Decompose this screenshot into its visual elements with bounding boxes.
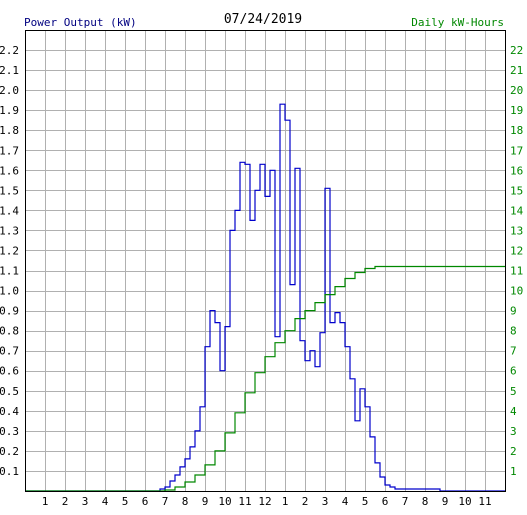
y-left-tick-label: 2.1	[0, 64, 19, 77]
y-right-tick-label: 19	[510, 104, 523, 117]
y-right-tick-label: 17	[510, 144, 523, 157]
y-left-tick-label: 2.0	[0, 84, 19, 97]
x-tick-label: 7	[162, 495, 169, 508]
y-left-tick-label: 0.5	[0, 385, 19, 398]
x-tick-label: 11	[238, 495, 251, 508]
y-right-tick-label: 21	[510, 64, 523, 77]
y-left-tick-label: 1.7	[0, 144, 19, 157]
x-tick-label: 3	[82, 495, 89, 508]
x-tick-label: 2	[62, 495, 69, 508]
x-tick-label: 3	[322, 495, 329, 508]
x-tick-label: 12	[258, 495, 271, 508]
y-right-tick-label: 15	[510, 184, 523, 197]
y-right-tick-label: 8	[510, 325, 517, 338]
y-left-tick-label: 0.4	[0, 405, 19, 418]
y-right-tick-label: 1	[510, 465, 517, 478]
y-left-tick-label: 1.8	[0, 124, 19, 137]
y-right-tick-label: 11	[510, 265, 523, 278]
grid-lines	[25, 30, 505, 491]
x-tick-label: 4	[342, 495, 349, 508]
y-right-tick-label: 18	[510, 124, 523, 137]
x-tick-label: 9	[442, 495, 449, 508]
x-tick-label: 10	[458, 495, 471, 508]
y-left-tick-label: 0.3	[0, 425, 19, 438]
x-tick-label: 5	[362, 495, 369, 508]
x-tick-label: 7	[402, 495, 409, 508]
y-right-tick-label: 6	[510, 365, 517, 378]
series-layer	[25, 103, 505, 492]
chart-date-title: 07/24/2019	[224, 12, 302, 27]
y-right-tick-label: 10	[510, 285, 523, 298]
y-left-tick-label: 0.9	[0, 305, 19, 318]
y-right-tick-label: 20	[510, 84, 523, 97]
x-tick-label: 10	[218, 495, 231, 508]
y-left-tick-label: 1.2	[0, 244, 19, 257]
x-tick-label: 4	[102, 495, 109, 508]
y-right-tick-label: 3	[510, 425, 517, 438]
x-tick-label: 11	[478, 495, 491, 508]
series-daily-kwh-line	[25, 265, 505, 492]
plot-frame	[25, 30, 506, 492]
x-tick-label: 8	[422, 495, 429, 508]
left-axis-title: Power Output (kW)	[24, 16, 137, 29]
x-tick-label: 1	[42, 495, 49, 508]
y-left-tick-label: 1.1	[0, 265, 19, 278]
y-right-tick-label: 16	[510, 164, 523, 177]
x-tick-label: 6	[382, 495, 389, 508]
y-right-tick-label: 7	[510, 345, 517, 358]
x-tick-label: 8	[182, 495, 189, 508]
y-left-tick-label: 0.7	[0, 345, 19, 358]
y-left-tick-label: 1.3	[0, 224, 19, 237]
y-left-tick-label: 1.0	[0, 285, 19, 298]
y-right-tick-label: 4	[510, 405, 517, 418]
tick-labels: 0.1 0.2 0.3 0.4 0.5 0.6 0.7 0.8 0.9 1.0 1.1 1.2 1.3 1…	[0, 44, 524, 508]
y-left-tick-label: 0.8	[0, 325, 19, 338]
y-left-tick-label: 1.5	[0, 184, 19, 197]
series-power-output-line	[25, 103, 505, 492]
y-left-tick-label: 0.1	[0, 465, 19, 478]
x-tick-label: 2	[302, 495, 309, 508]
y-left-tick-label: 1.6	[0, 164, 19, 177]
y-right-tick-label: 2	[510, 445, 517, 458]
y-right-tick-label: 5	[510, 385, 517, 398]
right-axis-title: Daily kW-Hours	[411, 16, 504, 29]
x-tick-label: 6	[142, 495, 149, 508]
y-left-tick-label: 1.9	[0, 104, 19, 117]
y-right-tick-label: 14	[510, 204, 524, 217]
y-left-tick-label: 0.2	[0, 445, 19, 458]
y-left-tick-label: 0.6	[0, 365, 19, 378]
y-right-tick-label: 13	[510, 224, 523, 237]
x-tick-label: 1	[282, 495, 289, 508]
y-right-tick-label: 22	[510, 44, 523, 57]
y-right-tick-label: 9	[510, 305, 517, 318]
x-tick-label: 9	[202, 495, 209, 508]
x-tick-label: 5	[122, 495, 129, 508]
y-left-tick-label: 1.4	[0, 204, 19, 217]
y-right-tick-label: 12	[510, 244, 523, 257]
y-left-tick-label: 2.2	[0, 44, 19, 57]
